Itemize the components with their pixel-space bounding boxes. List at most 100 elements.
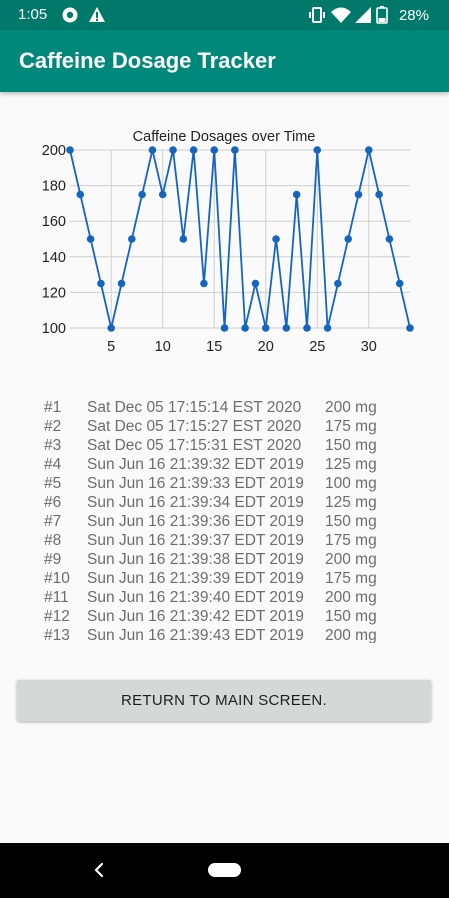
log-row[interactable]: #2 Sat Dec 05 17:15:27 EST 2020 175 mg [44,417,404,436]
series-line [69,149,411,329]
y-tick-label: 100 [42,321,66,337]
data-point [97,279,105,288]
data-point [272,235,280,243]
y-tick-label: 140 [42,250,66,266]
data-point [303,324,311,332]
log-entry-timestamp: Sun Jun 16 21:39:39 EDT 2019 [87,570,304,587]
chart-grid [70,149,410,329]
log-entry-number: #13 [44,627,70,643]
log-row[interactable]: #11 Sun Jun 16 21:39:40 EDT 2019 200 mg [44,588,404,607]
back-icon[interactable] [90,859,108,886]
log-entry-dose: 175 mg [325,570,377,587]
data-point [189,146,198,154]
log-row[interactable]: #6 Sun Jun 16 21:39:34 EDT 2019 125 mg [44,493,404,512]
log-entry-timestamp: Sun Jun 16 21:39:43 EDT 2019 [87,627,304,643]
data-point [210,146,219,154]
data-point [148,146,157,154]
log-row[interactable]: #9 Sun Jun 16 21:39:38 EDT 2019 200 mg [44,550,404,569]
log-entry-number: #8 [44,532,62,549]
status-bar: 1:05 [0,0,449,30]
chart-y-axis: 100 120 140 160 180 200 [42,143,66,337]
log-row[interactable]: #10 Sun Jun 16 21:39:39 EDT 2019 175 mg [44,569,404,588]
log-row[interactable]: #12 Sun Jun 16 21:39:42 EDT 2019 150 mg [44,607,404,626]
app-bar: Caffeine Dosage Tracker [0,30,449,92]
x-tick-label: 20 [258,339,274,355]
log-entry-number: #10 [44,570,70,587]
data-point [179,235,188,243]
log-entry-timestamp: Sun Jun 16 21:39:36 EDT 2019 [87,513,304,530]
data-point [251,279,260,288]
log-entry-timestamp: Sun Jun 16 21:39:34 EDT 2019 [87,494,304,511]
data-point [231,146,239,154]
log-entry-dose: 150 mg [325,513,377,530]
log-entry-timestamp: Sun Jun 16 21:39:32 EDT 2019 [87,456,304,473]
data-point [128,235,136,243]
vibrate-icon [308,7,325,23]
x-tick-label: 5 [107,339,115,355]
data-point [282,324,291,332]
y-tick-label: 120 [42,285,66,301]
log-entry-timestamp: Sun Jun 16 21:39:37 EDT 2019 [87,532,304,549]
log-entry-number: #9 [44,551,62,568]
status-time: 1:05 [18,6,48,23]
log-row[interactable]: #3 Sat Dec 05 17:15:31 EST 2020 150 mg [44,436,404,455]
data-point [406,324,414,332]
data-point [313,146,322,154]
data-point [169,146,177,154]
log-entry-dose: 150 mg [325,608,377,625]
alert-icon [89,7,105,22]
data-point [241,324,249,332]
data-point [86,235,95,243]
data-point [375,190,383,199]
log-row[interactable]: #13 Sun Jun 16 21:39:43 EDT 2019 200 mg [44,626,404,643]
log-row[interactable]: #5 Sun Jun 16 21:39:33 EDT 2019 100 mg [44,474,404,493]
data-point [76,190,85,199]
caffeine-chart: Caffeine Dosages over Time 100 120 140 160 1… [30,120,430,360]
log-row[interactable]: #4 Sun Jun 16 21:39:32 EDT 2019 125 mg [44,455,404,474]
data-point [364,146,373,154]
data-point [200,279,208,288]
x-tick-label: 30 [361,339,377,355]
chart-x-axis: 5 10 15 20 25 30 [107,339,377,355]
x-tick-label: 15 [206,339,222,355]
x-tick-label: 25 [309,339,325,355]
log-entry-number: #4 [44,456,62,473]
log-entry-timestamp: Sun Jun 16 21:39:40 EDT 2019 [87,589,304,606]
home-pill-icon[interactable] [208,863,241,877]
log-entry-dose: 125 mg [325,456,377,473]
chart-svg: Caffeine Dosages over Time 1001201401601… [42,129,414,355]
data-point [292,190,301,199]
log-entry-dose: 200 mg [325,399,377,416]
wifi-icon [330,7,351,23]
log-entry-number: #5 [44,475,62,492]
dosage-log-list[interactable]: #1 Sat Dec 05 17:15:14 EST 2020 200 mg #2 Sa… [44,398,404,643]
log-entry-dose: 100 mg [325,475,377,492]
log-entry-timestamp: Sun Jun 16 21:39:33 EDT 2019 [87,475,304,492]
signal-icon [354,7,371,23]
log-row[interactable]: #8 Sun Jun 16 21:39:37 EDT 2019 175 mg [44,531,404,550]
chart-series [66,146,414,332]
battery-percent: 28% [398,6,429,24]
log-entry-dose: 150 mg [325,437,377,454]
y-tick-label: 160 [42,214,66,230]
log-entry-dose: 200 mg [325,589,377,606]
app-title: Caffeine Dosage Tracker [19,48,276,73]
log-entry-dose: 125 mg [325,494,377,511]
status-left-icons [62,6,106,29]
data-point [261,324,270,332]
data-point [395,279,404,288]
y-tick-label: 180 [42,179,66,195]
log-row[interactable]: #7 Sun Jun 16 21:39:36 EDT 2019 150 mg [44,512,404,531]
log-entry-timestamp: Sun Jun 16 21:39:42 EDT 2019 [87,608,304,625]
log-row[interactable]: #1 Sat Dec 05 17:15:14 EST 2020 200 mg [44,398,404,417]
return-to-main-button[interactable]: RETURN TO MAIN SCREEN. [17,680,431,721]
log-entry-number: #2 [44,418,62,435]
log-entry-timestamp: Sat Dec 05 17:15:31 EST 2020 [87,437,302,454]
log-entry-dose: 175 mg [325,532,377,549]
log-entry-number: #7 [44,513,62,530]
log-entry-number: #3 [44,437,62,454]
x-tick-label: 10 [155,339,171,355]
log-entry-dose: 200 mg [325,551,377,568]
data-point [117,279,126,288]
data-point [385,235,394,243]
